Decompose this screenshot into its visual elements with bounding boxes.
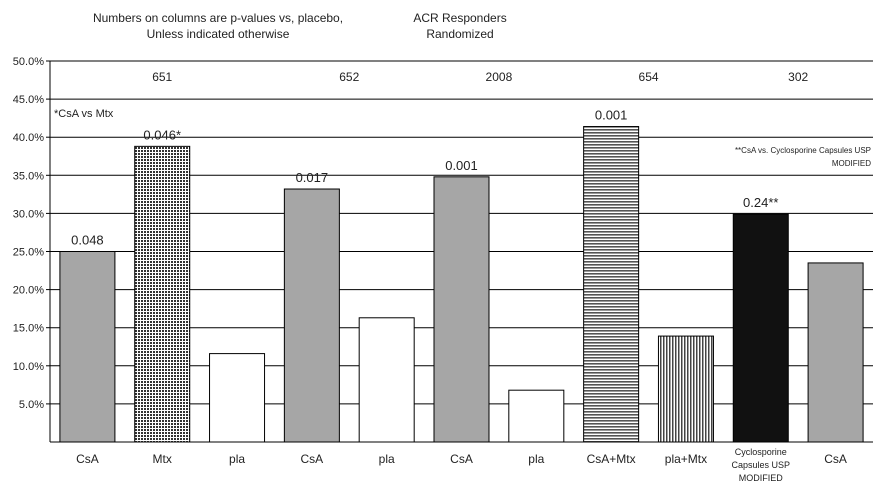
- y-tick-label: 45.0%: [13, 94, 44, 106]
- bar: [358, 317, 415, 443]
- bar: [657, 335, 714, 443]
- study-group-label: 652: [339, 70, 359, 84]
- x-tick-label: CsA: [824, 452, 847, 466]
- bar-value-label: 0.048: [71, 233, 104, 248]
- x-tick-label: Mtx: [153, 452, 172, 466]
- bar: [433, 176, 490, 443]
- study-group-label: 651: [152, 70, 172, 84]
- y-tick-label: 10.0%: [13, 361, 44, 373]
- bar: [508, 389, 565, 443]
- chart-note-line-2: Unless indicated otherwise: [146, 27, 290, 41]
- y-tick-label: 35.0%: [13, 170, 44, 182]
- bar-value-label: 0.017: [296, 170, 329, 185]
- bars: [59, 126, 864, 443]
- x-tick-label: pla+Mtx: [665, 452, 707, 466]
- x-tick-label: CsA: [301, 452, 324, 466]
- bar-value-label: 0.001: [445, 158, 478, 173]
- bar: [209, 353, 266, 443]
- labels: 50.0% 45.0% 40.0% 35.0% 30.0% 25.0% 20.0% 15.0%…: [13, 56, 871, 483]
- x-tick-label: CsA: [76, 452, 99, 466]
- study-group-label: 302: [788, 70, 808, 84]
- x-tick-label: MODIFIED: [739, 473, 783, 483]
- x-tick-label: Capsules USP: [732, 460, 791, 470]
- study-group-label: 654: [639, 70, 659, 84]
- bar: [134, 145, 191, 443]
- y-tick-label: 20.0%: [13, 285, 44, 297]
- bar: [807, 262, 864, 443]
- y-tick-label: 30.0%: [13, 208, 44, 220]
- bar-value-label: 0.001: [595, 108, 628, 123]
- bar: [283, 188, 340, 443]
- annotation-modified-line-1: **CsA vs. Cyclosporine Capsules USP: [735, 146, 871, 155]
- x-tick-label: CsA: [450, 452, 473, 466]
- bar: [732, 213, 789, 443]
- bar-value-label: 0.046*: [143, 127, 181, 142]
- x-tick-label: CsA+Mtx: [587, 452, 636, 466]
- x-tick-label: Cyclosporine: [735, 447, 787, 457]
- y-tick-label: 40.0%: [13, 132, 44, 144]
- x-tick-label: pla: [528, 452, 544, 466]
- annotation-modified-line-2: MODIFIED: [832, 159, 871, 168]
- chart-title-line-1: ACR Responders: [413, 11, 507, 25]
- chart-note-line-1: Numbers on columns are p-values vs, plac…: [92, 11, 344, 25]
- x-tick-label: pla: [379, 452, 395, 466]
- bar: [583, 126, 640, 443]
- y-tick-label: 25.0%: [13, 247, 44, 259]
- bar-value-label: 0.24**: [743, 195, 778, 210]
- x-tick-label: pla: [229, 452, 245, 466]
- y-tick-label: 15.0%: [13, 323, 44, 335]
- bar: [59, 251, 116, 443]
- study-group-label: 2008: [486, 70, 513, 84]
- chart-title-line-2: Randomized: [426, 27, 494, 41]
- y-tick-label: 5.0%: [19, 399, 44, 411]
- annotation-csa-vs-mtx: *CsA vs Mtx: [54, 108, 114, 120]
- y-tick-label: 50.0%: [13, 56, 44, 68]
